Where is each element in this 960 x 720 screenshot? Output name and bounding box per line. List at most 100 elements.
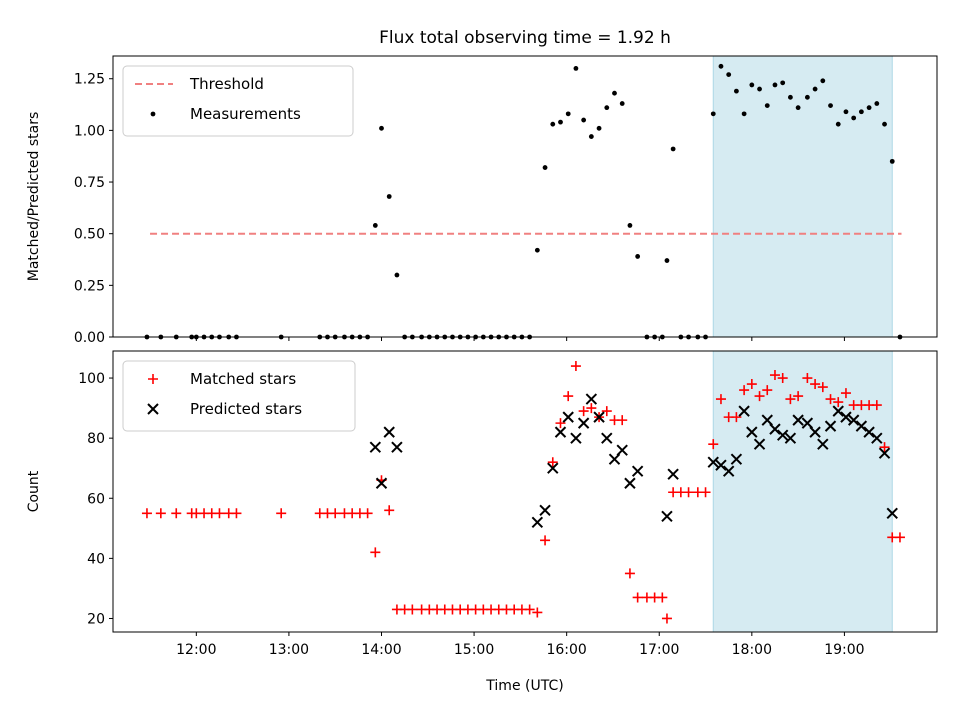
bottom-panel: 20 40 60 80 100 12:00 13:00 14:00 15:00 16:00 17:0…: [26, 350, 938, 694]
data-point: [769, 370, 780, 381]
data-point: [828, 103, 833, 108]
data-point: [824, 420, 837, 432]
data-point: [894, 532, 905, 543]
data-point: [383, 426, 395, 438]
legend-label: Matched stars: [190, 370, 296, 388]
data-point: [820, 78, 826, 84]
data-point: [780, 80, 786, 86]
data-point: [664, 258, 670, 263]
data-point: [581, 117, 587, 123]
top-panel: 0.00 0.25 0.50 0.75 1.00 1.25 Matched/Predicte…: [26, 55, 938, 346]
data-point: [817, 382, 828, 393]
data-point: [565, 111, 571, 117]
data-point: [812, 86, 818, 92]
data-point: [739, 385, 750, 396]
data-point: [573, 65, 579, 71]
data-point: [276, 508, 287, 519]
data-point: [386, 194, 392, 199]
data-point: [596, 125, 602, 131]
legend-x-marker: [147, 403, 159, 415]
x-tick-label: 12:00: [176, 642, 216, 658]
data-point: [542, 165, 548, 170]
data-point: [683, 487, 694, 498]
series-predicted-stars: [369, 393, 898, 529]
data-point: [878, 447, 891, 459]
data-point: [547, 457, 558, 468]
data-point: [635, 254, 641, 259]
data-point: [882, 121, 887, 127]
data-point: [879, 442, 890, 453]
axes-frame: [112, 55, 938, 338]
data-point: [726, 72, 732, 77]
data-point: [624, 568, 635, 579]
data-point: [539, 504, 551, 516]
y-tick-label: 0.75: [74, 175, 105, 191]
data-point: [632, 592, 643, 603]
data-point: [608, 453, 621, 465]
data-point: [809, 426, 821, 438]
axes-frame: [112, 350, 938, 633]
y-tick-label: 80: [87, 431, 105, 447]
data-point: [810, 379, 821, 390]
data-point: [384, 505, 395, 516]
data-point: [585, 393, 598, 405]
data-point: [562, 411, 574, 423]
data-point: [871, 400, 882, 411]
data-point: [741, 111, 747, 117]
data-point: [661, 510, 673, 523]
data-point: [825, 394, 836, 405]
series-matched-stars: [141, 361, 905, 624]
data-point: [547, 462, 559, 474]
data-point: [731, 412, 742, 423]
data-point: [871, 432, 883, 444]
data-point: [835, 121, 841, 127]
data-point: [624, 477, 636, 489]
data-point: [753, 438, 766, 450]
legend-label: Measurements: [190, 105, 301, 123]
data-point: [540, 535, 551, 546]
data-point: [141, 508, 152, 519]
x-tick-label: 17:00: [639, 642, 679, 658]
data-point: [570, 432, 582, 444]
legend: Threshold Measurements: [122, 65, 354, 137]
data-point: [550, 121, 556, 127]
data-point: [563, 391, 574, 402]
legend-label: Predicted stars: [190, 400, 302, 418]
data-point: [840, 411, 852, 423]
data-point: [375, 477, 388, 489]
data-point: [577, 417, 590, 429]
data-point: [749, 82, 755, 88]
data-point: [657, 592, 668, 603]
data-point: [171, 508, 182, 519]
data-point: [886, 507, 898, 519]
x-tick-label: 19:00: [824, 642, 864, 658]
data-point: [746, 379, 757, 390]
data-point: [874, 101, 880, 106]
y-tick-label: 40: [87, 551, 105, 567]
data-point: [847, 414, 860, 426]
data-point: [866, 105, 872, 111]
data-point: [370, 547, 381, 558]
data-point: [889, 158, 895, 164]
data-point: [588, 134, 594, 139]
legend: Matched stars Predicted stars: [122, 360, 356, 432]
data-point: [777, 373, 788, 384]
data-point: [231, 508, 242, 519]
data-point: [667, 468, 679, 480]
data-point: [617, 415, 628, 426]
series-measurements: [144, 63, 903, 340]
data-point: [532, 607, 543, 618]
data-point: [407, 604, 418, 615]
y-axis-label: Count: [26, 470, 42, 512]
data-point: [843, 109, 849, 115]
data-point: [362, 508, 373, 519]
data-point: [851, 115, 857, 121]
data-point: [531, 516, 544, 529]
x-tick-label: 18:00: [732, 642, 772, 658]
data-point: [631, 465, 644, 477]
data-point: [616, 444, 628, 456]
data-point: [601, 406, 612, 417]
data-point: [558, 119, 563, 125]
data-point: [840, 388, 851, 399]
data-point: [715, 394, 726, 405]
